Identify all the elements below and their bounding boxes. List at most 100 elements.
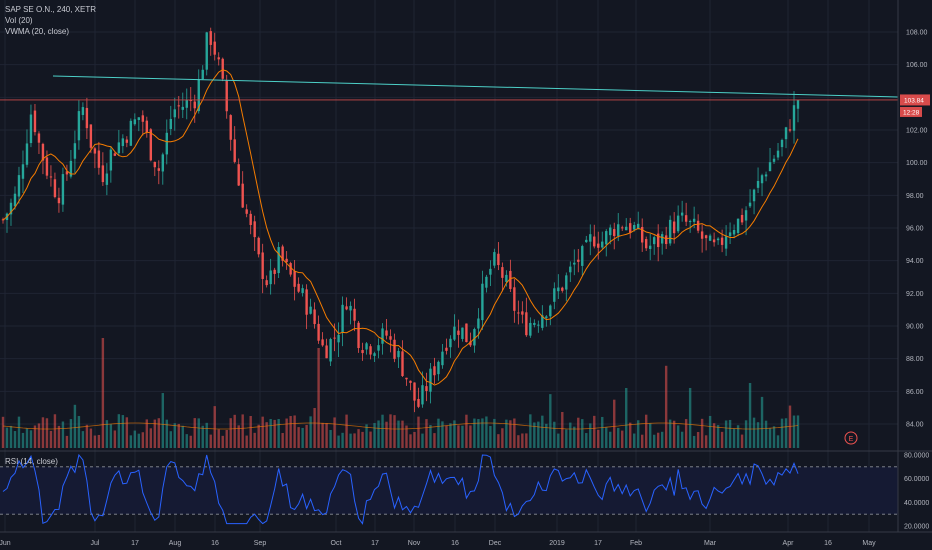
- candle-body: [688, 221, 692, 223]
- rsi-tick-label: 60.0000: [904, 476, 929, 483]
- candle-body: [157, 168, 161, 171]
- volume-bar: [569, 422, 572, 448]
- time-axis-label: 17: [131, 540, 139, 547]
- vwma-legend[interactable]: VWMA (20, close): [5, 27, 70, 36]
- candle-body: [625, 226, 628, 231]
- volume-bar: [449, 423, 452, 448]
- candle-body: [249, 213, 252, 225]
- candle-body: [473, 329, 476, 346]
- countdown-label: 12:28: [903, 109, 920, 116]
- volume-bar: [676, 425, 680, 448]
- volume-bar: [205, 422, 208, 448]
- candle-body: [421, 385, 424, 405]
- volume-bar: [421, 433, 424, 448]
- volume-bar: [792, 415, 796, 448]
- volume-bar: [605, 427, 608, 448]
- candle-body: [481, 283, 484, 321]
- candle-body: [704, 235, 708, 239]
- candle-body: [141, 115, 145, 122]
- candle-body: [201, 69, 204, 80]
- candle-body: [648, 245, 652, 249]
- volume-bar: [672, 420, 676, 448]
- candle-body: [333, 337, 336, 339]
- candle-body: [285, 258, 288, 263]
- volume-bar: [37, 423, 41, 448]
- volume-ma-line: [2, 422, 799, 430]
- time-axis-label: 2019: [549, 540, 565, 547]
- volume-bar: [629, 422, 632, 448]
- candle-body: [185, 99, 188, 108]
- candle-body: [788, 129, 792, 131]
- rsi-tick-label: 20.0000: [904, 524, 929, 531]
- time-axis-label: Feb: [630, 540, 642, 547]
- candle-body: [764, 174, 768, 177]
- candle-body: [573, 262, 576, 265]
- candle-body: [165, 132, 168, 155]
- volume-bar: [752, 417, 756, 448]
- candle-body: [117, 142, 121, 154]
- candle-body: [301, 288, 304, 293]
- time-axis-label: Apr: [783, 540, 795, 547]
- volume-bar: [732, 428, 736, 448]
- candle-body: [676, 215, 680, 232]
- overlay-lines[interactable]: [0, 75, 899, 101]
- candle-body: [477, 318, 480, 329]
- time-axis-label: Dec: [489, 540, 502, 547]
- candle-body: [692, 218, 696, 222]
- volume-bar: [637, 420, 640, 448]
- volume-bar: [565, 429, 568, 448]
- volume-bar: [9, 425, 13, 448]
- candle-body: [153, 161, 157, 168]
- candle-body: [700, 231, 704, 239]
- candle-body: [225, 80, 228, 112]
- candle-body: [465, 323, 468, 343]
- candle-body: [193, 101, 196, 109]
- volume-bar: [529, 414, 532, 448]
- candle-body: [537, 324, 540, 326]
- volume-bar: [337, 435, 340, 448]
- candle-body: [373, 353, 376, 356]
- candle-body: [501, 267, 504, 278]
- volume-bar: [133, 430, 137, 448]
- volume-bar: [533, 422, 536, 448]
- volume-bar: [141, 432, 145, 448]
- volume-legend[interactable]: Vol (20): [5, 16, 33, 25]
- volume-bar: [772, 426, 776, 448]
- symbol-title[interactable]: SAP SE O.N., 240, XETR: [5, 5, 96, 14]
- volume-bar: [684, 419, 688, 448]
- candle-body: [53, 179, 57, 198]
- candle-body: [381, 328, 384, 344]
- candle-body: [317, 323, 320, 341]
- candle-body: [417, 398, 420, 407]
- volume-bar: [465, 414, 468, 448]
- candle-body: [189, 100, 192, 102]
- volume-bar: [660, 431, 664, 448]
- price-tick-label: 106.00: [906, 62, 928, 69]
- candle-body: [425, 386, 428, 391]
- candle-body: [397, 350, 400, 358]
- rsi-legend-label[interactable]: RSI (14, close): [5, 457, 58, 466]
- candle-body: [409, 380, 412, 383]
- candle-body: [377, 345, 380, 351]
- candle-body: [525, 312, 528, 336]
- vwma-line: [2, 69, 799, 386]
- volume-bar: [597, 429, 600, 448]
- candle-body: [621, 227, 624, 229]
- earnings-marker[interactable]: [844, 431, 858, 445]
- candle-body: [557, 287, 560, 292]
- candle-body: [137, 117, 141, 121]
- volume-bar: [173, 423, 176, 448]
- volume-bar: [541, 415, 544, 448]
- trendline[interactable]: [52, 75, 899, 98]
- time-axis-label: 16: [451, 540, 459, 547]
- volume-bar: [157, 418, 161, 448]
- volume-bar: [33, 425, 37, 448]
- volume-bar: [161, 393, 164, 448]
- volume-bar: [145, 419, 149, 448]
- candle-body: [145, 120, 149, 133]
- rsi-line: [2, 453, 799, 525]
- candles: [1, 27, 800, 413]
- volume-bar: [349, 433, 352, 448]
